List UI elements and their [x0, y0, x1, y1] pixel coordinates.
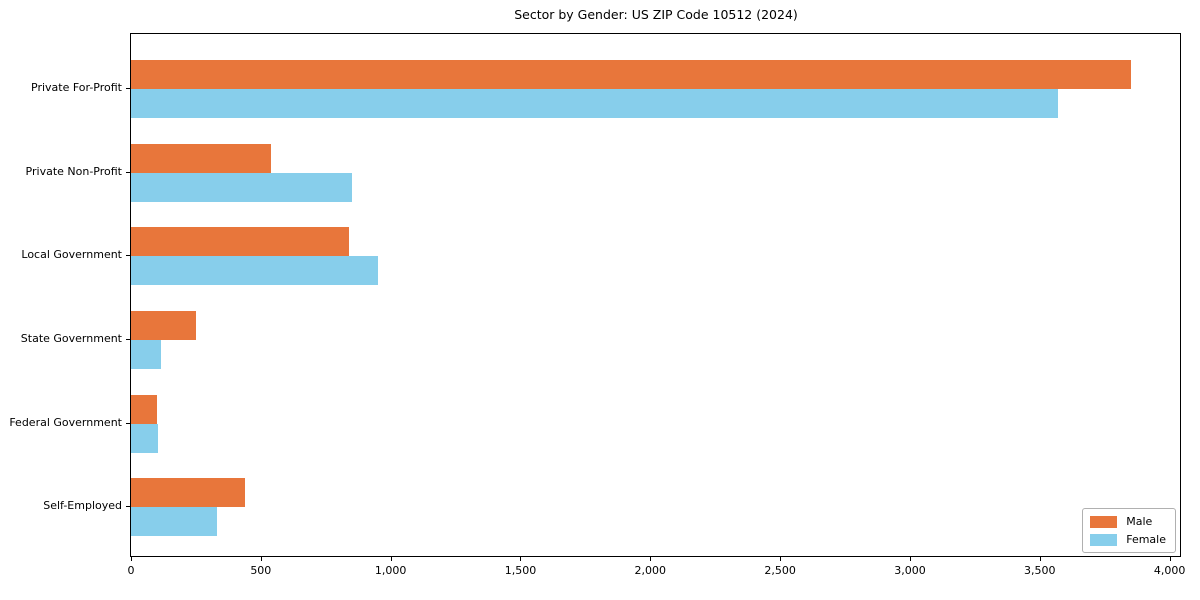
bar-male-4 — [131, 394, 157, 424]
bar-female-5 — [131, 507, 217, 537]
bar-female-4 — [131, 423, 159, 453]
bar-group — [131, 227, 1180, 286]
y-axis-label-5: Self-Employed — [43, 499, 122, 513]
y-axis-label-1: Private Non-Profit — [25, 164, 122, 178]
x-axis-tick-mark — [520, 557, 522, 561]
x-axis-tick-mark — [1039, 557, 1041, 561]
bar-female-2 — [131, 256, 378, 286]
legend: Male Female — [1082, 508, 1176, 553]
chart-title: Sector by Gender: US ZIP Code 10512 (202… — [514, 7, 798, 22]
y-axis-label-2: Local Government — [21, 248, 122, 262]
legend-entry-female: Female — [1090, 533, 1166, 546]
legend-swatch-male — [1090, 515, 1118, 528]
x-axis-tick-label-6: 3,000 — [894, 564, 926, 577]
x-axis-tick-label-7: 3,500 — [1024, 564, 1056, 577]
x-axis-tick-label-2: 1,000 — [374, 564, 407, 577]
bar-group — [131, 310, 1180, 369]
x-axis-tick-label-8: 4,000 — [1153, 564, 1186, 577]
y-axis-tick-mark — [126, 171, 130, 173]
y-axis-label-3: State Government — [20, 331, 122, 345]
bar-male-2 — [131, 227, 350, 257]
bar-group — [131, 60, 1180, 118]
x-axis-tick-label-3: 1,500 — [504, 564, 537, 577]
legend-swatch-female — [1090, 533, 1118, 546]
x-axis-tick-label-4: 2,000 — [634, 564, 667, 577]
y-axis-tick-mark — [126, 338, 130, 340]
plot-area: Male Female — [130, 33, 1181, 557]
x-axis-tick-mark — [909, 557, 911, 561]
bar-female-3 — [131, 339, 161, 369]
x-axis-tick-mark — [131, 557, 132, 561]
x-axis-tick-mark — [650, 557, 652, 561]
legend-entry-male: Male — [1090, 515, 1166, 528]
bar-group — [131, 394, 1180, 453]
bar-male-5 — [131, 478, 246, 508]
y-axis-tick-mark — [126, 506, 130, 508]
x-axis-tick-label-0: 0 — [127, 564, 135, 577]
x-axis-tick-mark — [780, 557, 782, 561]
bar-male-0 — [131, 60, 1131, 89]
x-axis-tick-mark — [1169, 557, 1171, 561]
bar-group — [131, 143, 1180, 202]
y-axis-tick-mark — [126, 422, 130, 424]
y-axis-label-4: Federal Government — [9, 415, 122, 429]
bar-male-1 — [131, 143, 272, 173]
x-axis-tick-label-5: 2,500 — [764, 564, 796, 577]
legend-label-female: Female — [1126, 533, 1166, 546]
bar-male-3 — [131, 310, 196, 340]
y-axis-label-0: Private For-Profit — [31, 81, 122, 94]
legend-label-male: Male — [1126, 515, 1153, 528]
bar-group — [131, 478, 1180, 537]
bar-female-0 — [131, 89, 1058, 118]
x-axis-tick-mark — [260, 557, 262, 561]
bar-female-1 — [131, 172, 352, 202]
y-axis-tick-mark — [126, 255, 130, 257]
y-axis-tick-mark — [126, 88, 130, 89]
x-axis-tick-mark — [390, 557, 392, 561]
x-axis-tick-label-1: 500 — [250, 564, 272, 577]
